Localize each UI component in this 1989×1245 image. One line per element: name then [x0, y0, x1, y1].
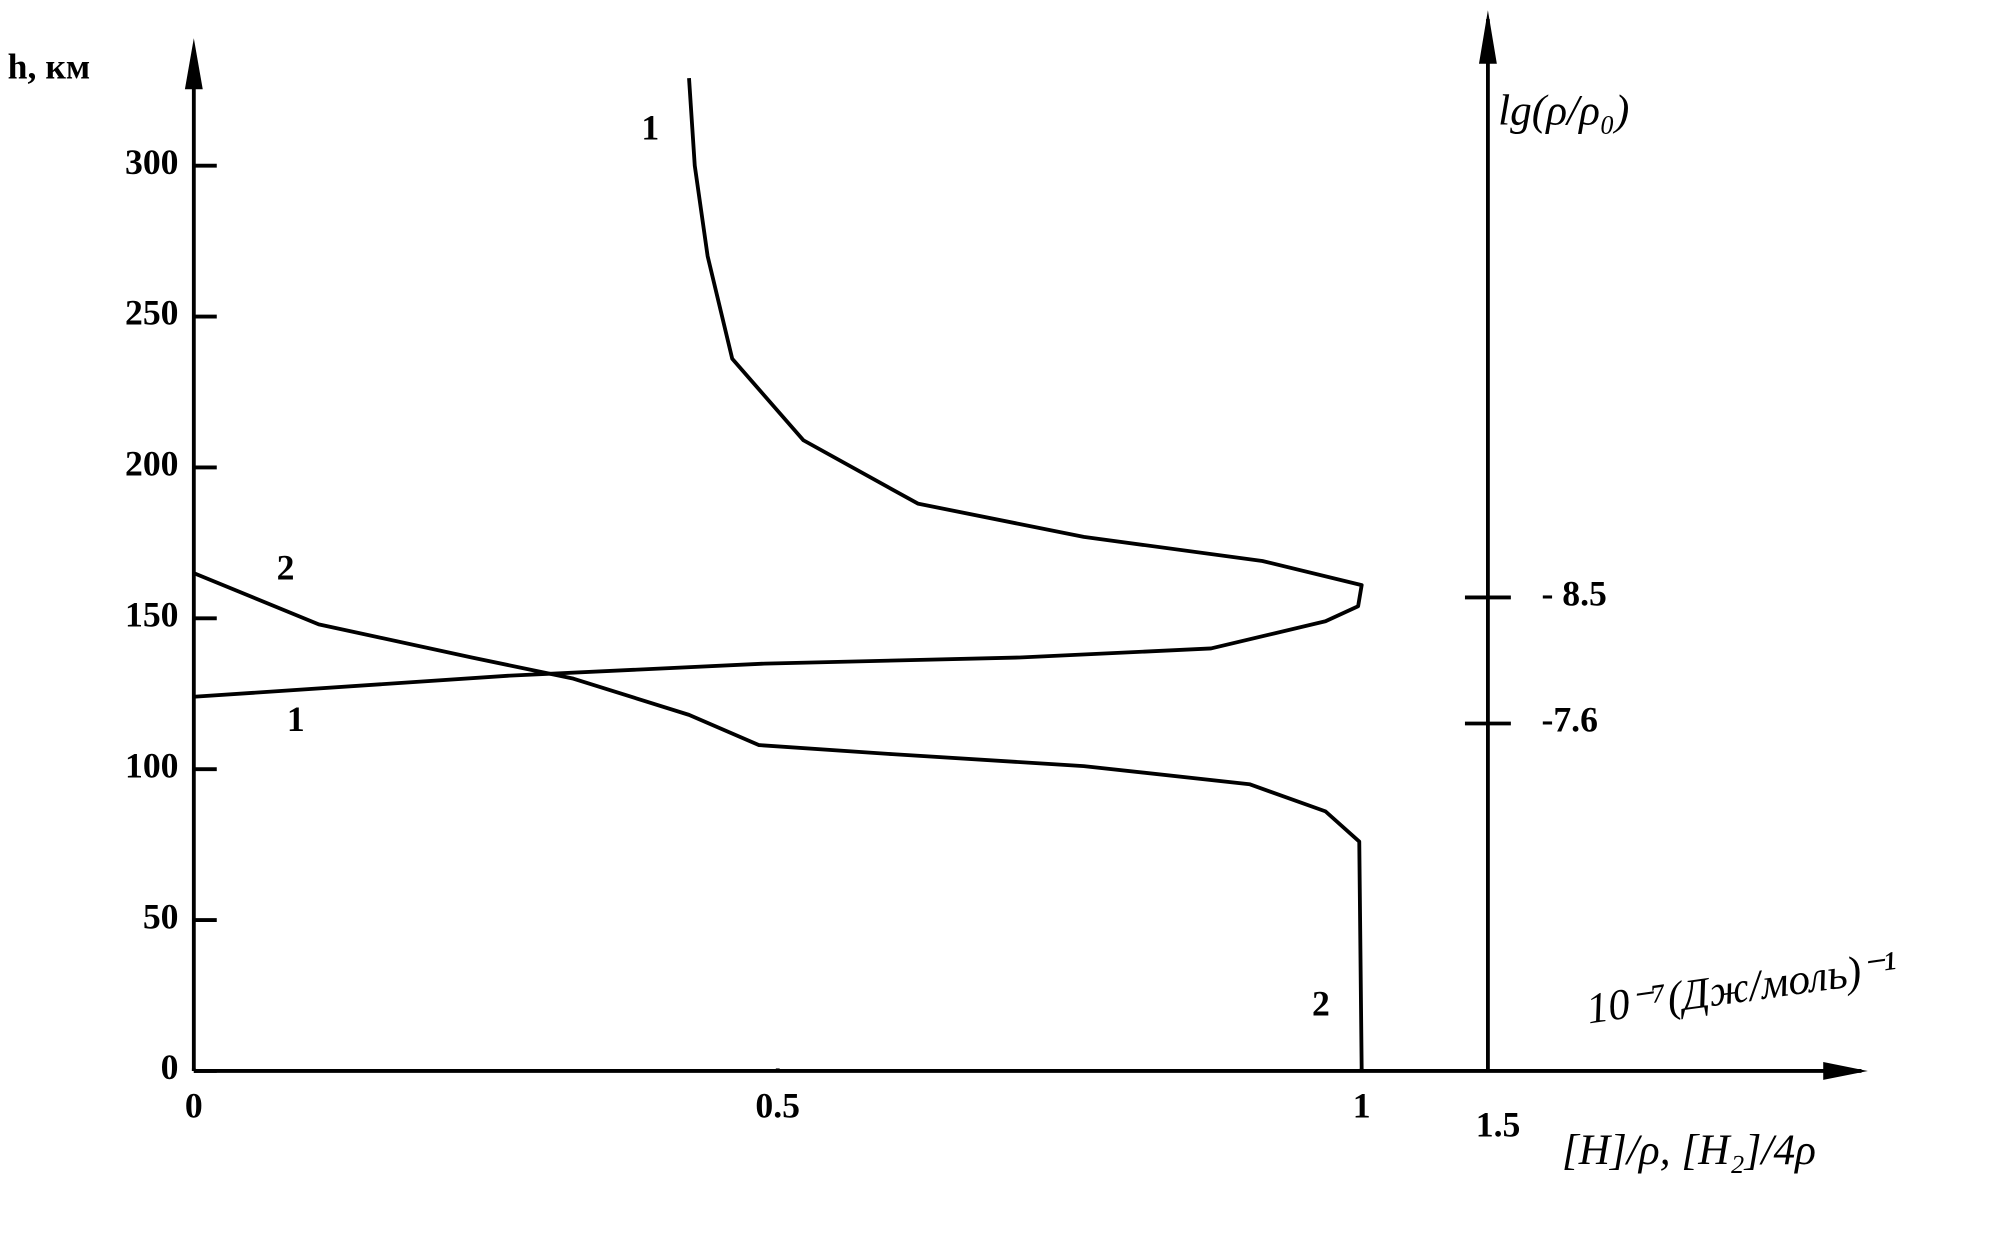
x-axis-arrow — [1823, 1062, 1868, 1080]
x-tick-label: 1.5 — [1476, 1105, 1521, 1145]
curve-label: 2 — [277, 547, 295, 587]
y-tick-label: 250 — [125, 293, 179, 333]
x-axis-label: [H]/ρ, [H₂]/4ρ — [1562, 1126, 1816, 1174]
y-tick-label: 100 — [125, 745, 179, 785]
line — [193, 78, 1364, 699]
curve-label: 1 — [287, 699, 305, 739]
x-unit-label: 10⁻⁷(Дж/моль)⁻¹ — [1583, 942, 1899, 1033]
y-tick-label: 300 — [125, 142, 179, 182]
x-tick-label: 1 — [1353, 1085, 1371, 1125]
x-tick-label: 0 — [185, 1085, 203, 1125]
y2-tick-label: - 8.5 — [1541, 574, 1606, 614]
y-tick-label: 150 — [125, 595, 179, 635]
y-tick-label: 50 — [143, 896, 179, 936]
curve-label: 2 — [1312, 983, 1330, 1023]
y2-axis-label: lg(ρ/ρ₀) — [1498, 87, 1629, 135]
y-axis-label: h, км — [8, 46, 91, 86]
y-tick-label: 200 — [125, 444, 179, 484]
y-axis-arrow — [184, 38, 203, 90]
y2-tick-label: -7.6 — [1541, 700, 1598, 740]
x-tick-label: 0.5 — [755, 1085, 800, 1125]
curve-label: 1 — [641, 108, 659, 148]
y-tick-label: 0 — [161, 1047, 179, 1087]
y2-axis-arrow — [1478, 10, 1497, 64]
line — [193, 571, 1364, 1071]
